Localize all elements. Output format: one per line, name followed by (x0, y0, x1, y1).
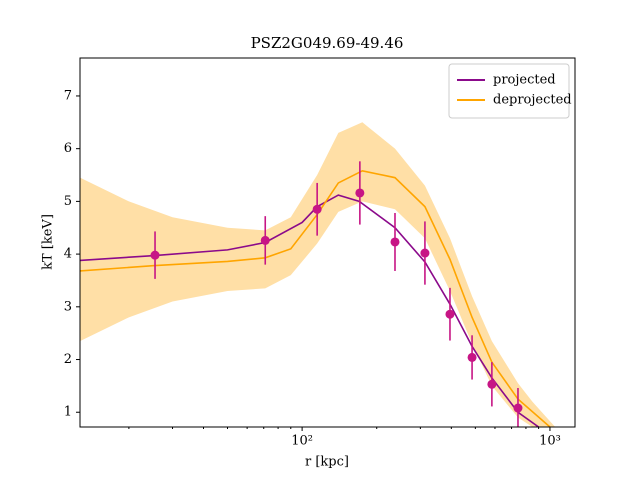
data-point (150, 250, 160, 260)
y-tick-label: 2 (64, 352, 72, 367)
x-tick-label: 10² (291, 434, 313, 449)
data-point (312, 204, 322, 214)
data-point (420, 248, 430, 258)
axes-frame (79, 57, 576, 428)
y-tick-label: 1 (64, 405, 72, 420)
data-point (355, 188, 365, 198)
chart-title: PSZ2G049.69-49.46 (251, 34, 404, 52)
plot-area (80, 122, 556, 427)
data-point (467, 352, 477, 362)
y-tick-label: 5 (64, 194, 72, 209)
data-point (390, 237, 400, 247)
y-tick-label: 6 (64, 141, 72, 156)
y-axis-label: kT [keV] (41, 214, 56, 270)
data-point (487, 379, 497, 389)
x-axis-label: r [kpc] (305, 455, 349, 470)
data-point (445, 309, 455, 319)
y-tick-label: 3 (64, 299, 72, 314)
series-line (80, 169, 551, 427)
legend-label: deprojected (493, 93, 572, 108)
legend-label: projected (493, 73, 556, 88)
data-point (513, 403, 523, 413)
data-point (260, 235, 270, 245)
y-tick-label: 7 (64, 88, 72, 103)
x-tick-label: 10³ (539, 434, 561, 449)
y-tick-label: 4 (64, 247, 72, 262)
legend-box (448, 63, 570, 119)
